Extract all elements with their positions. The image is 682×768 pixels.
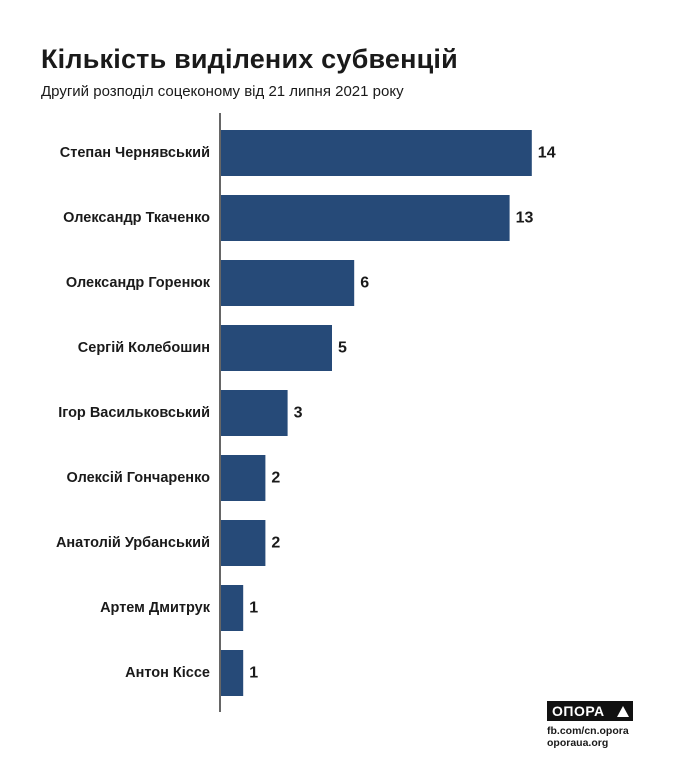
category-label: Антон Кіссе: [125, 665, 210, 681]
bar: [221, 260, 355, 306]
brand-block: ОПОРА fb.com/cn.opora oporaua.org: [547, 701, 633, 749]
value-label: 5: [338, 340, 347, 357]
bar: [221, 130, 532, 176]
category-label: Степан Чернявський: [60, 145, 210, 161]
category-label: Артем Дмитрук: [100, 600, 211, 616]
value-label: 2: [271, 535, 280, 552]
value-label: 6: [360, 275, 369, 292]
chart-subtitle: Другий розподіл соцекономy від 21 липня …: [41, 83, 404, 100]
bar: [221, 390, 288, 436]
category-label: Олексій Гончаренко: [67, 470, 211, 486]
logo-text: ОПОРА: [552, 703, 605, 719]
chart-title: Кількість виділених субвенцій: [41, 44, 458, 74]
value-label: 14: [538, 145, 556, 162]
value-label: 3: [294, 405, 303, 422]
value-label: 2: [271, 470, 280, 487]
triangle-icon: [617, 705, 629, 717]
opora-logo: ОПОРА: [547, 701, 633, 721]
bar: [221, 585, 244, 631]
bar: [221, 650, 244, 696]
bar: [221, 195, 510, 241]
facebook-link[interactable]: fb.com/cn.opora: [547, 725, 629, 737]
category-label: Олександр Ткаченко: [63, 210, 210, 226]
website-link[interactable]: oporaua.org: [547, 737, 609, 749]
bar: [221, 325, 332, 371]
value-label: 1: [249, 665, 258, 682]
bar: [221, 455, 266, 501]
bar: [221, 520, 266, 566]
category-label: Олександр Горенюк: [66, 275, 211, 291]
category-label: Анатолій Урбанський: [56, 535, 210, 551]
value-label: 13: [516, 210, 534, 227]
category-label: Ігор Васильковський: [58, 405, 210, 421]
category-label: Сергій Колебошин: [78, 340, 210, 356]
value-label: 1: [249, 600, 258, 617]
